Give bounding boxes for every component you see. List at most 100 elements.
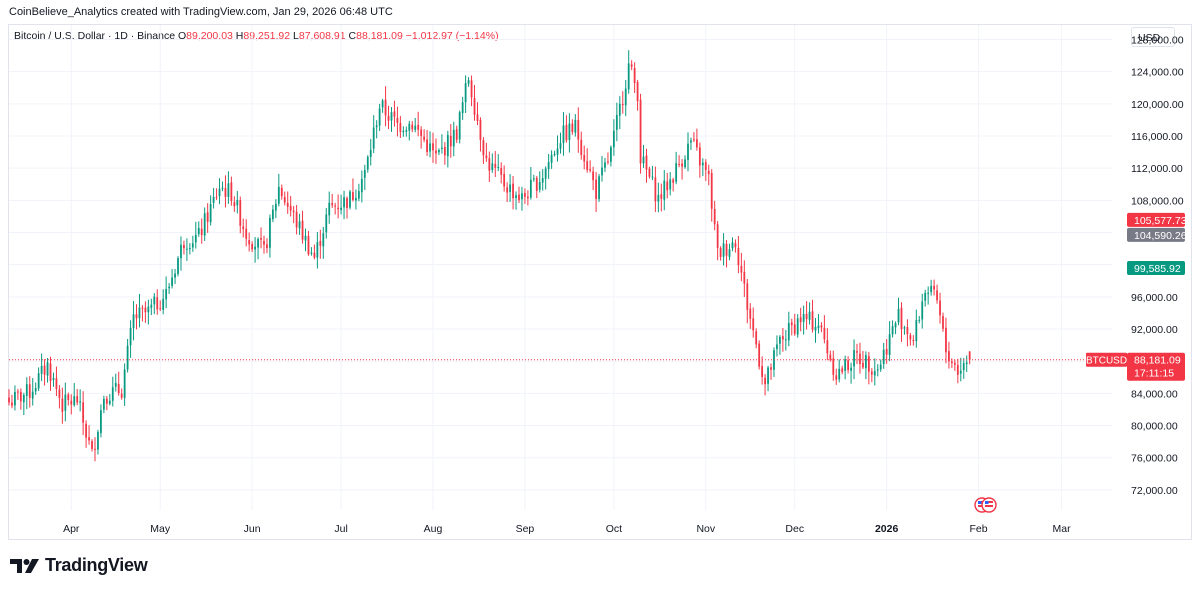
- candle: [915, 309, 918, 348]
- candle: [621, 91, 624, 114]
- candle: [233, 196, 236, 212]
- candle: [681, 159, 683, 180]
- candle: [304, 228, 307, 252]
- candle: [494, 151, 497, 178]
- candle: [541, 169, 544, 191]
- candle: [601, 156, 603, 182]
- candle: [435, 138, 437, 164]
- candle: [479, 117, 482, 152]
- candle: [930, 279, 933, 296]
- candle: [526, 190, 529, 206]
- candle: [215, 188, 218, 201]
- candle: [624, 80, 627, 117]
- candle: [515, 191, 517, 210]
- candle: [467, 77, 470, 87]
- candle: [918, 315, 921, 324]
- candle: [820, 322, 823, 333]
- candle: [678, 155, 681, 168]
- candle: [443, 142, 446, 165]
- candle: [802, 305, 805, 335]
- candle: [295, 205, 298, 235]
- candle: [956, 358, 959, 384]
- candle: [16, 389, 19, 400]
- candle: [355, 189, 357, 210]
- candle: [784, 329, 787, 351]
- candle: [859, 342, 861, 374]
- candle: [781, 327, 784, 352]
- candle: [509, 174, 511, 202]
- candle: [22, 392, 25, 416]
- candle: [135, 304, 138, 330]
- candle: [870, 368, 873, 383]
- candle: [449, 124, 452, 158]
- candle: [719, 246, 722, 261]
- candle: [218, 178, 221, 205]
- candle: [936, 284, 938, 304]
- candle: [755, 328, 758, 349]
- candle: [583, 145, 586, 170]
- candle: [722, 233, 725, 266]
- candle: [108, 394, 111, 406]
- candle: [141, 305, 144, 322]
- candle: [8, 389, 10, 406]
- candle: [882, 342, 885, 369]
- candle: [817, 314, 820, 334]
- candle: [254, 237, 256, 263]
- candle: [648, 166, 651, 179]
- candle: [37, 367, 40, 392]
- candle: [663, 170, 666, 211]
- tradingview-logo[interactable]: TradingView: [10, 555, 148, 576]
- candle: [289, 196, 292, 217]
- candle: [334, 202, 337, 215]
- candle: [695, 128, 698, 151]
- candle: [343, 190, 345, 220]
- candle: [123, 363, 126, 406]
- candle: [286, 191, 289, 214]
- y-tick-label: 120,000.00: [1131, 99, 1184, 111]
- candle: [669, 172, 672, 196]
- candle: [156, 289, 159, 315]
- candle: [180, 236, 182, 271]
- candle: [120, 388, 123, 400]
- candle: [224, 175, 227, 208]
- candle: [672, 177, 675, 192]
- candle: [150, 298, 153, 316]
- candle: [420, 126, 423, 149]
- candle: [506, 182, 509, 202]
- svg-text:105,577.73: 105,577.73: [1134, 215, 1187, 227]
- candle: [512, 175, 514, 210]
- x-tick-label: Sep: [516, 523, 535, 535]
- candle: [257, 237, 259, 260]
- candle: [313, 244, 316, 260]
- candle: [482, 137, 485, 164]
- candle: [847, 356, 850, 374]
- candle: [939, 292, 941, 324]
- candle: [236, 190, 239, 214]
- candle: [206, 203, 209, 233]
- candle: [82, 391, 85, 436]
- candle: [595, 172, 597, 213]
- candle: [642, 144, 645, 168]
- candle: [191, 235, 194, 252]
- y-tick-label: 92,000.00: [1131, 324, 1178, 336]
- candle: [897, 297, 900, 326]
- candle: [423, 129, 426, 143]
- candle: [260, 227, 262, 249]
- currency-button[interactable]: USD: [1131, 27, 1175, 47]
- candle: [144, 301, 147, 323]
- candle: [485, 142, 488, 162]
- candle: [203, 207, 206, 242]
- candle: [221, 181, 224, 192]
- candle: [580, 131, 583, 160]
- candle: [52, 372, 55, 387]
- candle: [67, 392, 70, 406]
- economic-events-icon[interactable]: [974, 497, 997, 513]
- candle: [186, 238, 188, 261]
- candle: [159, 300, 162, 312]
- candle: [713, 200, 716, 231]
- candle: [34, 382, 37, 395]
- price-tag: 105,577.73: [1127, 212, 1187, 227]
- candle: [58, 385, 61, 409]
- candle: [675, 151, 678, 185]
